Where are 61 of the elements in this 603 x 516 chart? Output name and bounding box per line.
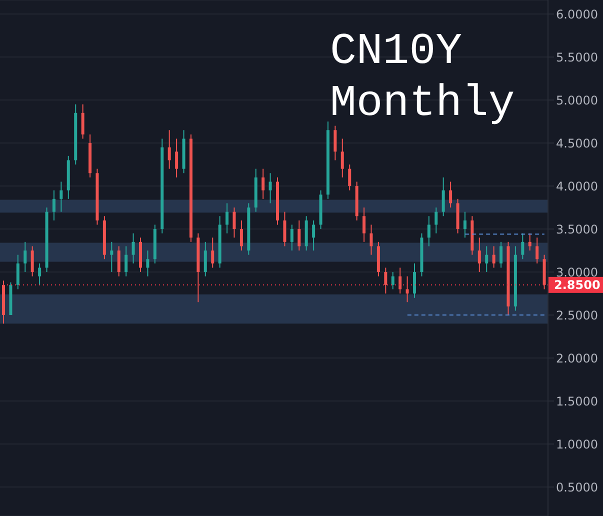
- y-tick-label: 5.0000: [556, 93, 598, 108]
- candlestick: [485, 246, 488, 273]
- text: CN10Y Monthly: [330, 26, 516, 130]
- candlestick: [398, 267, 402, 294]
- candlestick: [16, 254, 20, 290]
- candlestick: [52, 190, 56, 221]
- candlestick: [268, 172, 272, 204]
- candlestick: [124, 246, 128, 277]
- candlestick: [132, 232, 135, 264]
- candlestick: [463, 211, 466, 238]
- candlestick: [232, 207, 236, 238]
- y-tick-label: 3.5000: [556, 222, 598, 236]
- y-tick-label: 1.0000: [556, 437, 598, 452]
- candlestick: [117, 246, 120, 277]
- ref-line-label: 2.8500: [554, 278, 600, 292]
- candlestick: [30, 246, 34, 277]
- y-tick-label: 0.5000: [556, 480, 598, 494]
- y-tick-label: 5.5000: [556, 50, 598, 64]
- y-tick-label: 4.5000: [556, 136, 598, 150]
- candlestick: [24, 241, 27, 273]
- candlestick: [427, 216, 430, 247]
- candlestick: [362, 207, 366, 242]
- candlestick: [298, 220, 301, 252]
- candlestick: [110, 241, 114, 273]
- candlestick: [290, 224, 294, 252]
- candlestick: [413, 262, 416, 298]
- candlestick: [536, 237, 539, 264]
- candlestick: [312, 220, 316, 252]
- candlestick: [348, 164, 352, 191]
- candlestick: [442, 176, 445, 217]
- y-tick-label: 4.0000: [556, 179, 598, 194]
- candlestick: [334, 125, 337, 161]
- candlestick: [478, 237, 481, 273]
- y-tick-label: 2.5000: [556, 308, 598, 322]
- candlestick: [449, 181, 452, 208]
- candlestick: [391, 272, 394, 290]
- candlestick: [521, 232, 524, 260]
- candlestick: [528, 232, 532, 252]
- candlestick: [168, 130, 171, 170]
- candlestick: [370, 224, 373, 256]
- candlestick: [500, 241, 503, 268]
- candlestick: [38, 262, 42, 286]
- candlestick: [60, 181, 63, 212]
- candlestick: [283, 211, 286, 247]
- candlestick: [175, 138, 178, 178]
- candlestick: [340, 138, 344, 178]
- candlestick: [262, 168, 265, 200]
- y-tick-label: 6.0000: [556, 7, 598, 22]
- candlestick: [211, 237, 214, 268]
- y-tick-label: 2.0000: [556, 351, 598, 366]
- candlestick: [406, 276, 409, 303]
- candlestick: [434, 207, 438, 234]
- y-tick-label: 1.5000: [556, 394, 598, 408]
- candlestick: [204, 241, 207, 277]
- candlestick: [492, 246, 496, 268]
- candlestick: [240, 220, 243, 252]
- candlestick: [226, 202, 229, 234]
- candlestick: [384, 267, 388, 294]
- candlestick: [146, 250, 150, 277]
- y-tick-label: 3.0000: [556, 265, 598, 280]
- candlestick: [81, 104, 84, 140]
